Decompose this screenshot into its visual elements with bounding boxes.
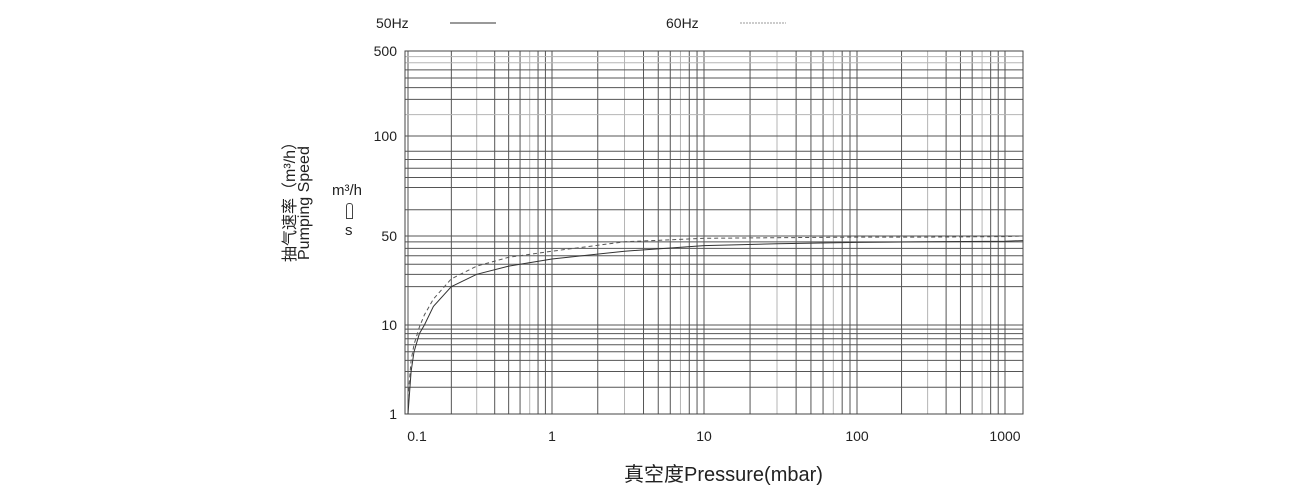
x-tick-label: 0.1 — [407, 428, 427, 444]
series-line-60Hz — [407, 235, 1024, 399]
y-axis-label-en: Pumping Speed — [296, 146, 313, 260]
y-tick-label: 10 — [381, 317, 397, 333]
x-tick-label: 10 — [696, 428, 712, 444]
legend-label: 60Hz — [666, 15, 699, 31]
x-tick-label: 100 — [845, 428, 869, 444]
x-tick-label: 1000 — [989, 428, 1020, 444]
legend-label: 50Hz — [376, 15, 409, 31]
y-tick-label: 500 — [374, 43, 398, 59]
x-tick-label: 1 — [548, 428, 556, 444]
series-line-50Hz — [407, 240, 1024, 415]
y-tick-label: 100 — [374, 128, 398, 144]
y-tick-label: 50 — [381, 228, 397, 244]
x-axis-label: 真空度Pressure(mbar) — [624, 464, 823, 486]
y-unit-bottom: s — [345, 222, 353, 239]
y-unit-top: m³/h — [332, 182, 362, 199]
arrow-up-icon — [346, 203, 353, 219]
y-tick-label: 1 — [389, 406, 397, 422]
plot-frame — [404, 50, 1024, 415]
